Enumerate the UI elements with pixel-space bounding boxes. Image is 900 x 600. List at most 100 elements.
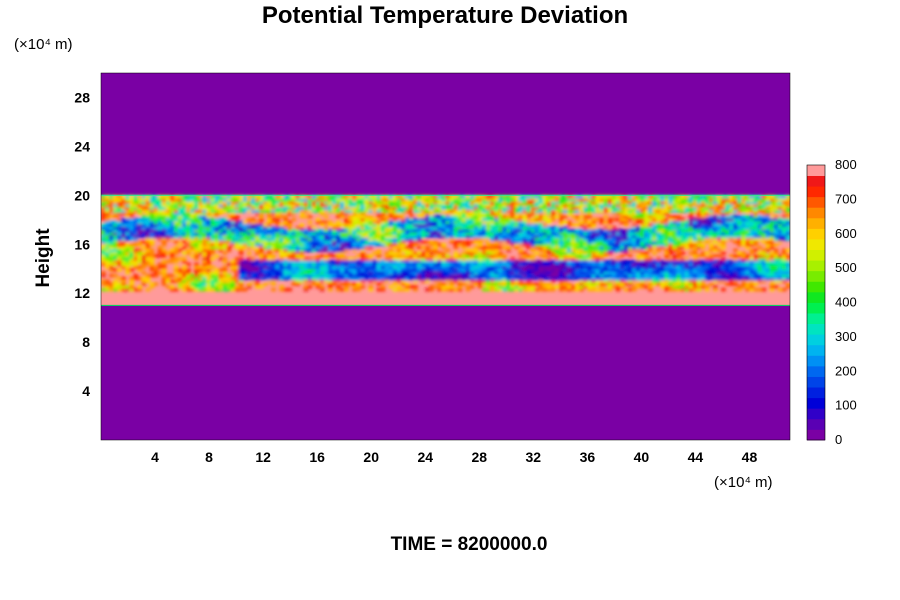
field-cell [676,287,682,292]
field-cell [169,231,175,236]
field-cell [255,248,260,253]
field-cell [360,262,366,267]
field-cell [165,259,171,264]
field-cell [105,203,110,208]
field-cell [178,243,183,247]
field-cell [291,262,297,267]
field-cell [267,200,272,205]
field-cell [640,237,645,241]
field-cell [182,231,187,236]
field-cell [749,223,755,227]
field-cell [773,217,779,222]
x-tick-label: 24 [417,449,433,465]
field-cell [465,254,471,258]
field-cell [141,200,147,205]
field-cell [490,248,495,253]
field-cell [222,265,228,269]
field-cell [259,234,264,239]
field-cell [259,268,264,272]
field-cell [210,217,216,222]
field-cell [558,287,564,292]
field-cell [595,203,601,208]
field-cell [344,245,349,250]
field-cell [117,226,122,230]
field-cell [615,279,621,283]
field-cell [429,262,434,267]
field-cell [745,198,751,202]
field-cell [433,203,438,208]
field-cell [765,214,771,219]
field-cell [153,273,159,278]
field-cell [101,217,106,222]
field-cell [421,195,426,199]
field-cell [149,200,155,205]
field-cell [117,248,122,253]
field-cell [218,203,224,208]
field-cell [376,214,382,219]
field-cell [271,237,276,241]
field-cell [506,282,511,286]
field-cell [157,245,163,250]
field-cell [494,268,499,272]
field-cell [157,226,163,230]
field-cell [388,229,394,233]
field-cell [741,206,747,210]
field-cell [271,226,276,230]
field-cell [526,240,532,244]
x-unit-label: (×10⁴ m) [714,474,773,491]
field-cell [656,209,661,213]
field-cell [319,209,325,213]
field-cell [352,276,357,281]
field-cell [587,234,593,239]
field-cell [226,220,232,224]
field-cell [287,262,293,267]
field-cell [635,285,641,289]
field-cell [113,279,118,283]
field-cell [591,231,597,236]
field-cell [121,285,126,289]
field-cell [668,206,674,210]
field-cell [246,271,252,275]
field-cell [250,262,256,267]
field-cell [465,209,471,213]
field-cell [753,200,759,205]
field-cell [332,195,337,199]
field-cell [275,195,280,199]
field-cell [623,220,629,224]
x-tick-label: 40 [634,449,650,465]
field-cell [287,243,293,247]
field-cell [749,217,755,222]
field-cell [178,234,183,239]
field-cell [477,259,483,264]
field-cell [259,285,264,289]
field-cell [627,214,633,219]
field-cell [583,195,588,199]
field-cell [295,248,301,253]
field-cell [704,273,710,278]
field-cell [332,223,337,227]
field-cell [729,200,734,205]
field-cell [676,200,682,205]
field-cell [757,209,763,213]
field-cell [242,226,248,230]
field-cell [579,262,584,267]
field-cell [773,223,779,227]
field-cell [295,262,301,267]
field-cell [392,245,398,250]
field-cell [238,231,244,236]
field-cell [765,268,771,272]
field-cell [242,220,248,224]
field-cell [635,282,641,286]
field-cell [149,240,155,244]
field-cell [137,243,143,247]
field-cell [558,243,564,247]
field-cell [409,248,414,253]
field-cell [250,234,256,239]
field-cell [567,257,572,261]
field-cell [279,203,284,208]
field-cell [579,273,584,278]
field-cell [721,262,726,267]
field-cell [340,229,345,233]
field-cell [721,265,726,269]
field-cell [113,223,118,227]
